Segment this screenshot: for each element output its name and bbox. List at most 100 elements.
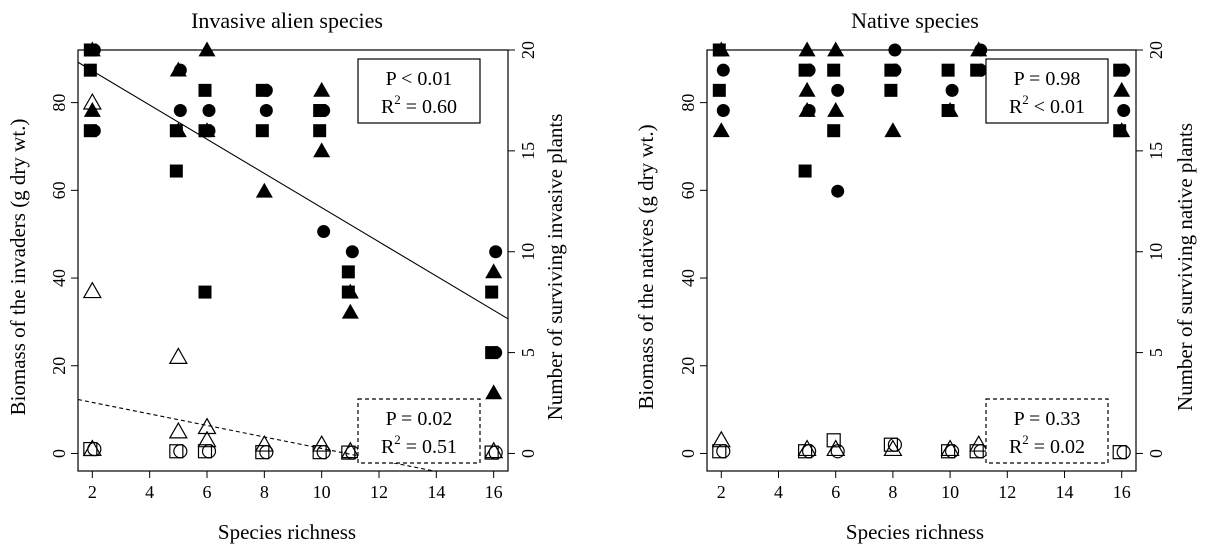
- open-triangle-point: [940, 439, 960, 457]
- y-tick-label-right: 20: [1146, 41, 1166, 59]
- open-circle-point: [488, 445, 503, 460]
- filled-circle-point: [87, 43, 101, 57]
- r-squared-superscript: 2: [1022, 432, 1029, 447]
- open-circle-point: [887, 437, 903, 452]
- filled-triangle-point: [712, 122, 730, 138]
- open-square-point: [883, 437, 899, 452]
- x-tick-label: 14: [427, 482, 445, 502]
- open-triangle-point: [484, 441, 504, 459]
- open-circle-point: [316, 445, 331, 460]
- y-tick-label-left: 40: [678, 269, 698, 287]
- open-triangle-point: [711, 430, 731, 448]
- open-triangle-point: [82, 281, 102, 299]
- filled-circle-point: [1117, 104, 1131, 118]
- filled-square-point: [341, 285, 355, 299]
- x-tick-label: 16: [485, 482, 503, 502]
- y-tick-label-left: 80: [678, 94, 698, 112]
- filled-triangle-point: [198, 41, 216, 57]
- y-tick-label-right: 0: [1146, 449, 1166, 458]
- r-squared-symbol: R: [1009, 436, 1023, 458]
- x-tick-label: 8: [260, 482, 269, 502]
- filled-circle-point: [888, 63, 902, 77]
- y-tick-label-right: 20: [518, 41, 538, 59]
- filled-triangle-point: [255, 182, 273, 198]
- filled-circle-point: [716, 63, 730, 77]
- open-circle-point: [944, 444, 960, 459]
- r-squared-value: = 0.02: [1029, 436, 1085, 458]
- p-value-label: P = 0.98: [1014, 68, 1081, 90]
- x-tick-label: 2: [717, 482, 726, 502]
- y-axis-title-right: Number of surviving native plants: [1173, 123, 1197, 411]
- x-tick-label: 2: [88, 482, 97, 502]
- open-triangle-point: [883, 439, 903, 457]
- y-tick-label-left: 20: [678, 357, 698, 375]
- filled-square-point: [941, 104, 955, 118]
- open-square-point: [1112, 445, 1127, 460]
- filled-triangle-point: [827, 41, 845, 57]
- filled-square-point: [169, 124, 183, 138]
- r-squared-symbol: R: [1009, 96, 1023, 118]
- filled-triangle-point: [313, 81, 331, 97]
- filled-circle-point: [202, 104, 216, 118]
- y-tick-label-right: 10: [1146, 243, 1166, 261]
- x-tick-label: 12: [370, 482, 388, 502]
- x-tick-label: 6: [831, 482, 840, 502]
- filled-circle-point: [945, 83, 959, 97]
- filled-square-point: [827, 63, 841, 77]
- open-triangle-point: [797, 439, 817, 457]
- y-axis-title-left: Biomass of the natives (g dry wt.): [634, 124, 658, 409]
- open-square-point: [712, 444, 727, 459]
- filled-square-point: [485, 285, 499, 299]
- x-tick-label: 10: [313, 482, 331, 502]
- open-triangle-point: [197, 430, 217, 448]
- filled-circle-point: [888, 43, 902, 57]
- x-axis-title: Species richness: [846, 520, 984, 544]
- open-triangle-point: [197, 417, 217, 435]
- plot-frame: [77, 49, 509, 472]
- filled-circle-point: [802, 104, 816, 118]
- x-tick-label: 10: [941, 482, 959, 502]
- filled-circle-point: [259, 83, 273, 97]
- r-squared-symbol: R: [381, 436, 395, 458]
- filled-circle-point: [173, 104, 187, 118]
- p-value-label: P < 0.01: [386, 68, 453, 90]
- open-circle-point: [1116, 445, 1131, 460]
- open-square-point: [341, 445, 356, 460]
- filled-triangle-point: [798, 81, 816, 97]
- open-square-point: [197, 444, 213, 459]
- chart-title: Native species: [851, 8, 979, 33]
- filled-triangle-point: [827, 102, 845, 117]
- filled-triangle-point: [485, 263, 503, 279]
- open-triangle-point: [168, 421, 188, 439]
- open-circle-point: [830, 444, 845, 459]
- filled-square-point: [198, 285, 212, 299]
- open-triangle-point: [254, 434, 274, 452]
- p-value-label: P = 0.02: [386, 408, 453, 430]
- open-circle-point: [173, 444, 188, 459]
- chart-title: Invasive alien species: [191, 8, 383, 33]
- panel-native-species: Native species Species richness Biomass …: [634, 8, 1197, 544]
- x-tick-label: 4: [774, 482, 783, 502]
- r-squared-label: R2 < 0.01: [1009, 92, 1085, 118]
- filled-circle-point: [974, 63, 988, 77]
- y-tick-label-left: 20: [49, 357, 69, 375]
- filled-square-point: [83, 63, 97, 77]
- y-tick-label-right: 5: [518, 348, 538, 357]
- filled-triangle-point: [798, 41, 816, 57]
- open-square-point: [969, 444, 984, 459]
- open-circle-point: [87, 441, 102, 457]
- open-triangle-point: [826, 439, 846, 457]
- open-square-point: [169, 444, 184, 459]
- x-tick-label: 6: [203, 482, 212, 502]
- filled-circle-point: [1117, 63, 1131, 77]
- x-tick-label: 4: [145, 482, 154, 502]
- open-square-point: [797, 444, 813, 459]
- filled-circle-point: [317, 225, 331, 239]
- filled-square-point: [884, 83, 898, 97]
- y-tick-label-left: 0: [678, 449, 698, 458]
- filled-square-point: [712, 83, 726, 97]
- open-circle-point: [716, 444, 731, 459]
- filled-circle-point: [716, 104, 730, 118]
- filled-square-point: [198, 83, 212, 97]
